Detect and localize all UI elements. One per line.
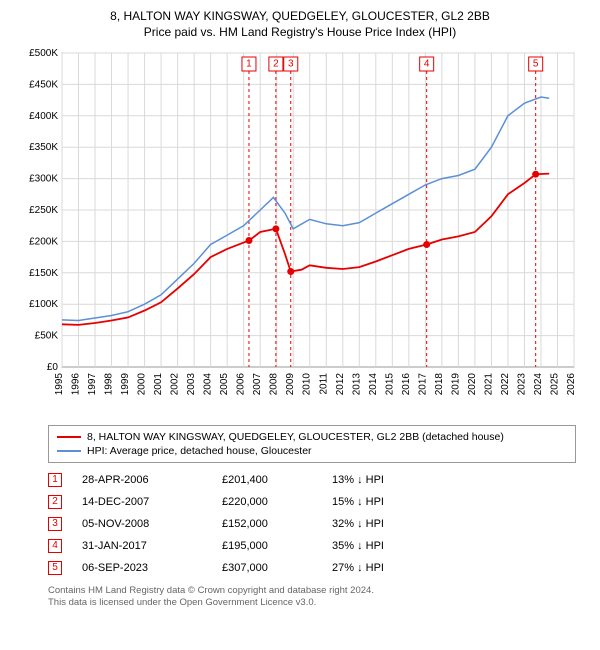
transaction-point xyxy=(272,225,279,232)
x-axis-label: 1995 xyxy=(54,372,65,395)
x-axis-label: 2002 xyxy=(170,372,181,395)
transaction-price: £195,000 xyxy=(222,540,332,552)
x-axis-label: 2022 xyxy=(500,372,511,395)
transactions-table: 1 28-APR-2006£201,40013% ↓ HPI 2 14-DEC-200… xyxy=(48,469,576,579)
transaction-marker-number: 5 xyxy=(533,58,539,69)
transaction-number: 1 xyxy=(48,473,62,487)
transaction-point xyxy=(245,237,252,244)
y-axis-label: £0 xyxy=(47,362,59,373)
y-axis-label: £200K xyxy=(29,236,58,247)
y-axis-label: £350K xyxy=(29,142,58,153)
transaction-row: 3 05-NOV-2008£152,00032% ↓ HPI xyxy=(48,513,576,535)
x-axis-label: 2023 xyxy=(516,372,527,395)
x-axis-label: 2025 xyxy=(549,372,560,395)
transaction-point xyxy=(287,268,294,275)
x-axis-label: 2000 xyxy=(137,372,148,395)
y-axis-label: £500K xyxy=(29,48,58,59)
x-axis-label: 2013 xyxy=(351,372,362,395)
transaction-number: 2 xyxy=(48,495,62,509)
transaction-price: £220,000 xyxy=(222,496,332,508)
transaction-number: 5 xyxy=(48,561,62,575)
x-axis-label: 1998 xyxy=(104,372,115,395)
x-axis-label: 1996 xyxy=(71,372,82,395)
y-axis-label: £450K xyxy=(29,79,58,90)
x-axis-label: 2014 xyxy=(368,372,379,395)
legend-row: 8, HALTON WAY KINGSWAY, QUEDGELEY, GLOUC… xyxy=(57,430,567,444)
x-axis-label: 2005 xyxy=(219,372,230,395)
y-axis-label: £400K xyxy=(29,111,58,122)
transaction-row: 1 28-APR-2006£201,40013% ↓ HPI xyxy=(48,469,576,491)
x-axis-label: 2012 xyxy=(335,372,346,395)
x-axis-label: 2019 xyxy=(450,372,461,395)
transaction-diff: 27% ↓ HPI xyxy=(332,562,442,574)
transaction-diff: 13% ↓ HPI xyxy=(332,474,442,486)
transaction-marker-number: 4 xyxy=(424,58,430,69)
transaction-price: £201,400 xyxy=(222,474,332,486)
x-axis-label: 1999 xyxy=(120,372,131,395)
transaction-date: 28-APR-2006 xyxy=(82,474,222,486)
x-axis-label: 2010 xyxy=(302,372,313,395)
legend-swatch xyxy=(57,436,81,438)
x-axis-label: 2024 xyxy=(533,372,544,395)
x-axis-label: 2021 xyxy=(483,372,494,395)
transaction-row: 4 31-JAN-2017£195,00035% ↓ HPI xyxy=(48,535,576,557)
transaction-marker-number: 2 xyxy=(273,58,279,69)
x-axis-label: 2001 xyxy=(153,372,164,395)
transaction-point xyxy=(423,241,430,248)
chart-plot-area: £0 £50K £100K £150K £200K £250K £300K £350K £400… xyxy=(20,47,580,417)
y-axis-label: £100K xyxy=(29,299,58,310)
legend: 8, HALTON WAY KINGSWAY, QUEDGELEY, GLOUC… xyxy=(48,425,576,463)
y-axis-label: £150K xyxy=(29,268,58,279)
x-axis-label: 2003 xyxy=(186,372,197,395)
x-axis-label: 2008 xyxy=(269,372,280,395)
legend-label: HPI: Average price, detached house, Glou… xyxy=(87,445,312,457)
x-axis-label: 2016 xyxy=(401,372,412,395)
transaction-price: £152,000 xyxy=(222,518,332,530)
transaction-date: 31-JAN-2017 xyxy=(82,540,222,552)
transaction-row: 2 14-DEC-2007£220,00015% ↓ HPI xyxy=(48,491,576,513)
transaction-date: 14-DEC-2007 xyxy=(82,496,222,508)
y-axis-label: £300K xyxy=(29,173,58,184)
x-axis-label: 2018 xyxy=(434,372,445,395)
transaction-marker-number: 3 xyxy=(288,58,294,69)
legend-swatch xyxy=(57,450,81,452)
footer-line2: This data is licensed under the Open Gov… xyxy=(48,597,576,609)
y-axis-label: £50K xyxy=(35,330,59,341)
x-axis-label: 2004 xyxy=(203,372,214,395)
transaction-row: 5 06-SEP-2023£307,00027% ↓ HPI xyxy=(48,557,576,579)
footer-line1: Contains HM Land Registry data © Crown c… xyxy=(48,585,576,597)
transaction-number: 3 xyxy=(48,517,62,531)
chart-title-line2: Price paid vs. HM Land Registry's House … xyxy=(12,25,588,39)
x-axis-label: 1997 xyxy=(87,372,98,395)
transaction-diff: 15% ↓ HPI xyxy=(332,496,442,508)
transaction-date: 06-SEP-2023 xyxy=(82,562,222,574)
x-axis-label: 2020 xyxy=(467,372,478,395)
x-axis-label: 2015 xyxy=(384,372,395,395)
transaction-marker-number: 1 xyxy=(246,58,252,69)
chart-svg: £0 £50K £100K £150K £200K £250K £300K £350K £400… xyxy=(20,47,580,417)
legend-label: 8, HALTON WAY KINGSWAY, QUEDGELEY, GLOUC… xyxy=(87,431,504,443)
x-axis-label: 2007 xyxy=(252,372,263,395)
transaction-date: 05-NOV-2008 xyxy=(82,518,222,530)
x-axis-label: 2006 xyxy=(236,372,247,395)
legend-row: HPI: Average price, detached house, Glou… xyxy=(57,444,567,458)
transaction-point xyxy=(532,171,539,178)
y-axis-label: £250K xyxy=(29,205,58,216)
x-axis-label: 2017 xyxy=(417,372,428,395)
transaction-price: £307,000 xyxy=(222,562,332,574)
transaction-diff: 35% ↓ HPI xyxy=(332,540,442,552)
footer: Contains HM Land Registry data © Crown c… xyxy=(48,585,576,610)
x-axis-label: 2009 xyxy=(285,372,296,395)
transaction-number: 4 xyxy=(48,539,62,553)
transaction-diff: 32% ↓ HPI xyxy=(332,518,442,530)
chart-container: 8, HALTON WAY KINGSWAY, QUEDGELEY, GLOUC… xyxy=(0,0,600,650)
chart-title-line1: 8, HALTON WAY KINGSWAY, QUEDGELEY, GLOUC… xyxy=(12,8,588,25)
x-axis-label: 2026 xyxy=(566,372,577,395)
x-axis-label: 2011 xyxy=(318,372,329,394)
